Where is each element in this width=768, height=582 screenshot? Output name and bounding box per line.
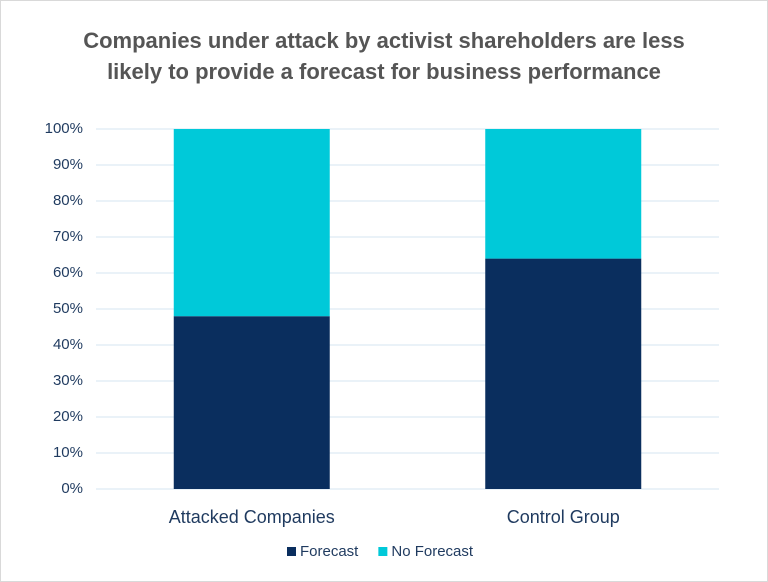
bar-segment: [485, 129, 642, 259]
y-tick-label: 40%: [53, 336, 83, 353]
y-tick-label: 80%: [53, 192, 83, 209]
bar-segment: [485, 258, 642, 489]
chart-title: Companies under attack by activist share…: [83, 28, 685, 84]
y-tick-label: 10%: [53, 444, 83, 461]
bar-segment: [173, 316, 330, 489]
legend-swatch: [378, 547, 388, 556]
legend-swatch: [287, 547, 296, 556]
y-tick-label: 30%: [53, 372, 83, 389]
y-tick-label: 20%: [53, 408, 83, 425]
legend-label: No Forecast: [391, 543, 474, 560]
y-tick-label: 50%: [53, 300, 83, 317]
y-tick-label: 90%: [53, 156, 83, 173]
legend-label: Forecast: [300, 543, 359, 560]
y-tick-label: 100%: [45, 120, 83, 137]
x-tick-label: Attacked Companies: [169, 507, 335, 527]
y-tick-label: 70%: [53, 228, 83, 245]
y-tick-label: 60%: [53, 264, 83, 281]
bar-segment: [173, 129, 330, 317]
x-tick-label: Control Group: [507, 507, 620, 527]
y-tick-label: 0%: [61, 480, 83, 497]
